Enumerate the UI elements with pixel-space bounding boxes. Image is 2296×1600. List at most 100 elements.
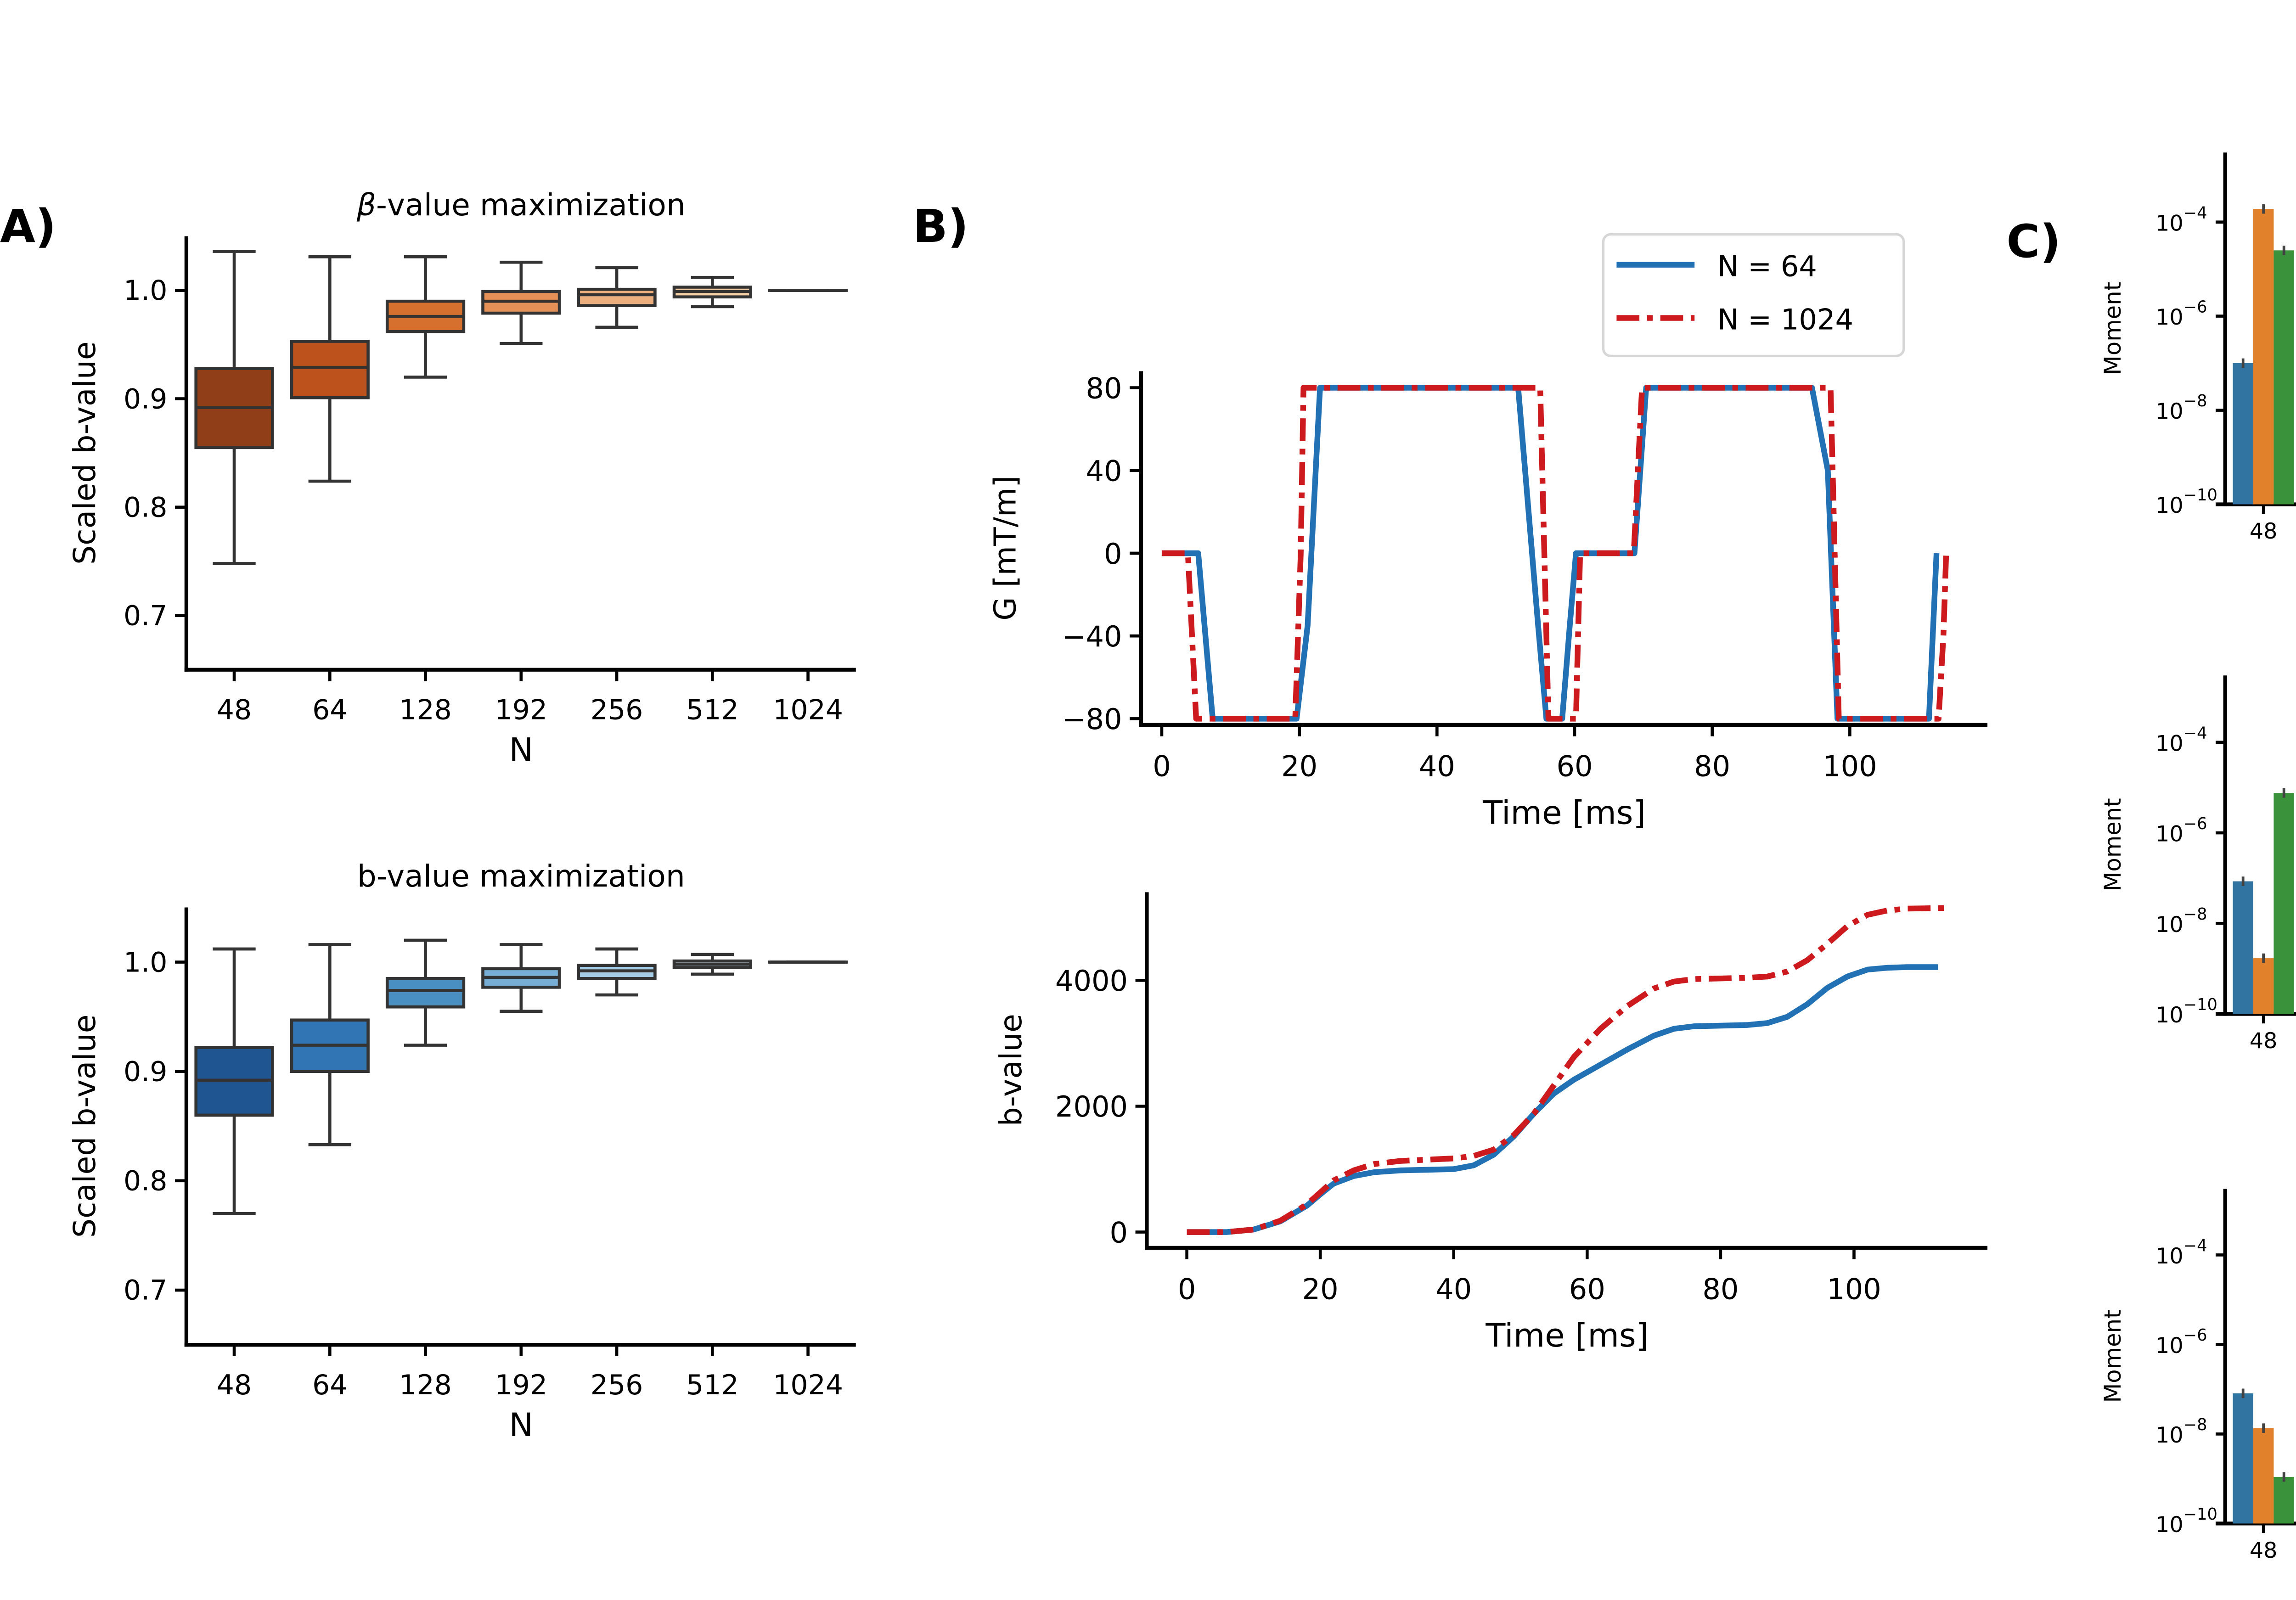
y-tick-label: 10 bbox=[2155, 1423, 2183, 1448]
y-tick-label: 10 bbox=[2155, 305, 2183, 330]
x-tick-label: 60 bbox=[1569, 1273, 1605, 1306]
y-tick-label: 4000 bbox=[1055, 964, 1128, 998]
box-64 bbox=[290, 255, 370, 483]
bar-m2 bbox=[2273, 793, 2294, 1014]
x-tick-label: 192 bbox=[495, 694, 548, 726]
box-192 bbox=[481, 260, 561, 345]
box-128 bbox=[385, 938, 466, 1047]
y-tick-label: 0.9 bbox=[124, 383, 168, 415]
y-tick-label: 10 bbox=[2155, 822, 2183, 847]
legend-label: N = 1024 bbox=[1717, 303, 1853, 336]
y-axis-label: Moment bbox=[2099, 282, 2126, 375]
y-tick-exponent: −8 bbox=[2183, 905, 2207, 924]
y-axis-label: b-value bbox=[993, 1014, 1029, 1126]
y-tick-label: 1.0 bbox=[124, 946, 168, 978]
series-line-n64 bbox=[1187, 964, 1938, 1235]
x-tick-label: 20 bbox=[1302, 1273, 1339, 1306]
bar-group-48 bbox=[2233, 788, 2294, 1014]
x-tick-label: 128 bbox=[399, 1369, 452, 1401]
bar-m1 bbox=[2253, 209, 2274, 505]
x-tick-label: 100 bbox=[1827, 1273, 1881, 1306]
bar-m2 bbox=[2273, 1476, 2294, 1524]
x-tick-label: 40 bbox=[1419, 750, 1455, 783]
box-48 bbox=[194, 250, 274, 565]
bar-chart-m0-nulled: 10−1010−810−610−448641281922565121024NMo… bbox=[2099, 152, 2296, 544]
x-tick-label: 40 bbox=[1435, 1273, 1472, 1306]
x-tick-label: 100 bbox=[1823, 750, 1877, 783]
y-tick-exponent: −6 bbox=[2183, 814, 2207, 833]
y-tick-label: 80 bbox=[1086, 371, 1122, 405]
bar-chart-m0-m1-nulled: 10−1010−810−610−448641281922565121024NMo… bbox=[2099, 675, 2296, 1054]
title-symbol: β bbox=[356, 187, 376, 223]
series-line-n1024 bbox=[1161, 385, 1949, 722]
y-axis-label: Moment bbox=[2099, 798, 2126, 891]
y-tick-label: 10 bbox=[2155, 1244, 2183, 1269]
x-tick-label: 20 bbox=[1281, 750, 1317, 783]
y-tick-label: 10 bbox=[2155, 1333, 2183, 1359]
x-tick-label: 48 bbox=[2250, 519, 2278, 544]
y-tick-exponent: −4 bbox=[2183, 1236, 2207, 1255]
panel-label-a: A) bbox=[0, 200, 56, 253]
bar-m0 bbox=[2233, 881, 2253, 1014]
y-tick-exponent: −8 bbox=[2183, 392, 2207, 410]
box-192 bbox=[481, 943, 561, 1013]
x-tick-label: 48 bbox=[2250, 1538, 2278, 1563]
title-text: b-value maximization bbox=[357, 858, 685, 894]
x-tick-label: 512 bbox=[686, 1369, 739, 1401]
bar-m2 bbox=[2273, 250, 2294, 505]
y-tick-exponent: −8 bbox=[2183, 1415, 2207, 1434]
y-tick-label: 10 bbox=[2155, 912, 2183, 938]
box-512 bbox=[672, 953, 752, 976]
box-iqr bbox=[290, 340, 370, 399]
y-axis-label: Scaled b-value bbox=[67, 1015, 102, 1238]
line-legend: N = 64 N = 1024 bbox=[1602, 233, 1905, 358]
y-tick-label: 0.8 bbox=[124, 1165, 168, 1197]
chart-title: b-value maximization bbox=[357, 858, 685, 894]
bar-m1 bbox=[2253, 958, 2274, 1014]
x-tick-label: 80 bbox=[1702, 1273, 1739, 1306]
box-128 bbox=[385, 255, 466, 379]
x-tick-label: 256 bbox=[591, 694, 643, 726]
y-tick-label: 40 bbox=[1086, 455, 1122, 488]
x-tick-label: 256 bbox=[591, 1369, 643, 1401]
y-tick-label: 10 bbox=[2155, 1512, 2183, 1538]
y-tick-label: 10 bbox=[2155, 211, 2183, 236]
box-64 bbox=[290, 943, 370, 1146]
panel-label-c: C) bbox=[2006, 215, 2060, 268]
y-tick-label: −40 bbox=[1062, 620, 1122, 653]
x-tick-label: 48 bbox=[217, 694, 252, 726]
y-tick-label: 0.9 bbox=[124, 1055, 168, 1088]
x-tick-label: 128 bbox=[399, 694, 452, 726]
y-tick-exponent: −6 bbox=[2183, 298, 2207, 316]
y-tick-label: 1.0 bbox=[124, 275, 168, 307]
y-tick-label: 0.7 bbox=[124, 600, 168, 632]
x-tick-label: 80 bbox=[1694, 750, 1730, 783]
bar-m0 bbox=[2233, 1393, 2253, 1524]
y-tick-label: 10 bbox=[2155, 399, 2183, 424]
y-tick-label: 10 bbox=[2155, 493, 2183, 518]
y-axis-label: Scaled b-value bbox=[67, 341, 102, 564]
x-tick-label: 64 bbox=[312, 1369, 347, 1401]
x-axis-label: Time [ms] bbox=[1485, 1317, 1649, 1354]
x-tick-label: 48 bbox=[2250, 1028, 2278, 1054]
box-256 bbox=[577, 947, 657, 997]
bar-m1 bbox=[2253, 1428, 2274, 1524]
box-256 bbox=[577, 266, 657, 329]
x-tick-label: 0 bbox=[1153, 750, 1171, 783]
series-line-n1024 bbox=[1187, 905, 1947, 1235]
b-value-time-plot: 0 2000 4000 0 20 40 60 80 100 Time [ms] b-value bbox=[993, 892, 1988, 1354]
y-axis-label: Moment bbox=[2099, 1309, 2126, 1403]
box-iqr bbox=[577, 287, 657, 307]
y-tick-exponent: −10 bbox=[2183, 486, 2217, 505]
x-tick-label: 1024 bbox=[773, 1369, 843, 1401]
box-iqr bbox=[385, 977, 466, 1009]
y-tick-exponent: −10 bbox=[2183, 995, 2217, 1014]
x-axis-label: N bbox=[509, 731, 533, 769]
y-axis-label: G [mT/m] bbox=[987, 476, 1023, 621]
box-512 bbox=[672, 275, 752, 309]
y-tick-exponent: −6 bbox=[2183, 1326, 2207, 1345]
y-tick-label: 0 bbox=[1109, 1216, 1128, 1249]
x-tick-label: 48 bbox=[217, 1369, 252, 1401]
panel-label-b: B) bbox=[913, 200, 968, 253]
x-axis-label: N bbox=[509, 1406, 533, 1444]
